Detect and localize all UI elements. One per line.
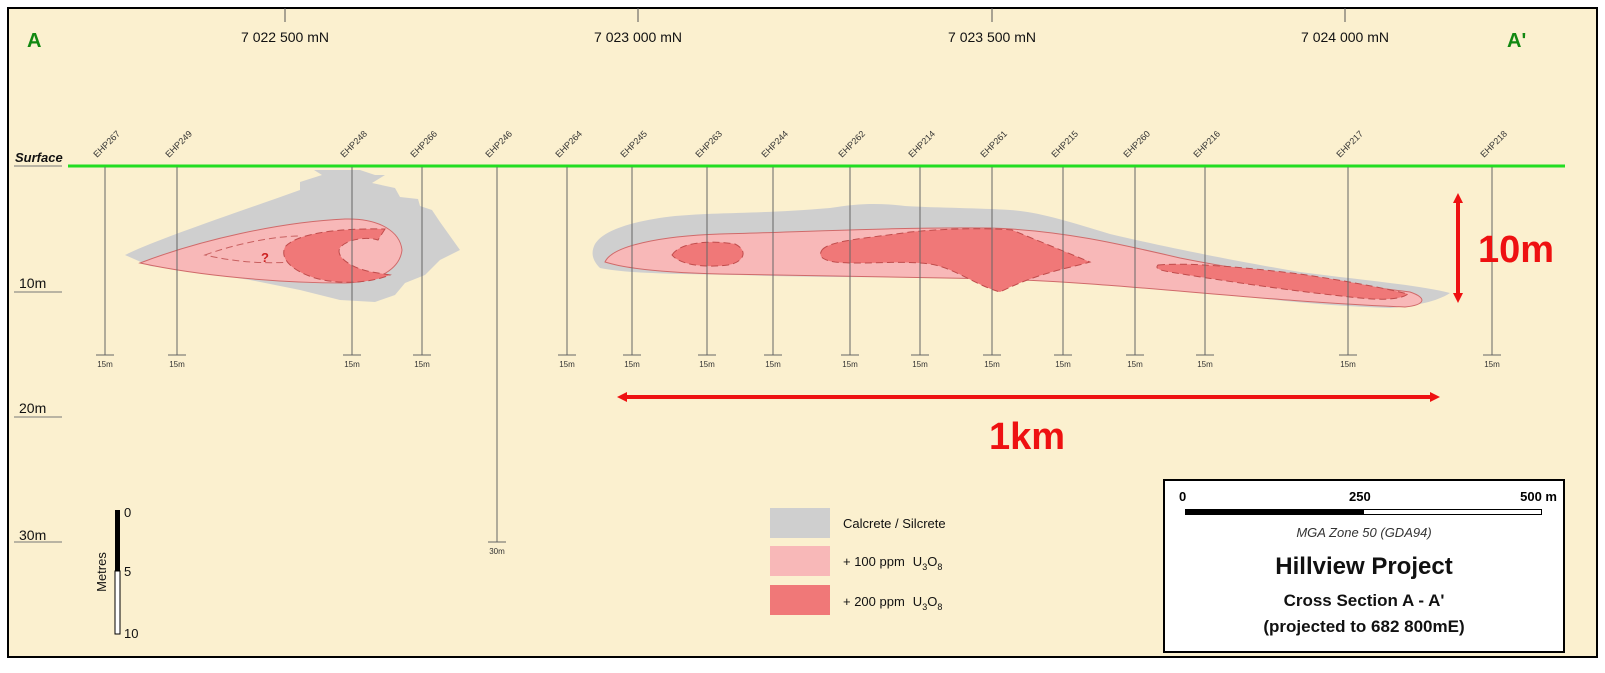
depth-labels: 10m 20m 30m xyxy=(19,275,46,543)
legend-swatch-calcrete xyxy=(770,508,830,538)
legend-label: Calcrete / Silcrete xyxy=(843,516,946,531)
drillhole-depth-label: 15m xyxy=(344,360,360,369)
drillhole-depth-label: 15m xyxy=(624,360,640,369)
west-lens: ? xyxy=(125,170,460,302)
drillhole-depth-label: 15m xyxy=(169,360,185,369)
formula-element: O xyxy=(927,554,937,569)
depth-label: 10m xyxy=(19,275,46,291)
depth-axis xyxy=(14,165,62,543)
projection-note: (projected to 682 800mE) xyxy=(1263,617,1465,636)
scale-label-zero: 0 xyxy=(1179,489,1187,504)
scale-label-mid: 250 xyxy=(1349,489,1371,504)
drillhole-depth-label: 15m xyxy=(97,360,113,369)
scale-bar-black-segment xyxy=(115,510,120,571)
uncertain-marker: ? xyxy=(261,250,269,265)
scale-bar-tick: 10 xyxy=(124,626,138,641)
depth-label: 30m xyxy=(19,527,46,543)
formula-element: O xyxy=(927,594,937,609)
drillhole-depth-label: 15m xyxy=(1340,360,1356,369)
legend-label: + 100 ppm U3O8 xyxy=(843,554,942,572)
drillhole-depth-label: 15m xyxy=(842,360,858,369)
ppm200-zone xyxy=(283,228,392,283)
ppm200-zone xyxy=(1156,263,1410,300)
east-lens xyxy=(592,203,1450,308)
drillhole-depth-label: 15m xyxy=(912,360,928,369)
horizontal-scale-annotation: 1km xyxy=(989,416,1065,458)
metres-scale-bar: 0 5 10 Metres xyxy=(94,505,138,641)
map-datum: MGA Zone 50 (GDA94) xyxy=(1296,525,1432,540)
northing-label: 7 023 000 mN xyxy=(594,29,682,45)
drillhole-depth-label: 15m xyxy=(984,360,1000,369)
formula-subscript: 3 xyxy=(922,602,927,612)
formula-subscript: 3 xyxy=(922,562,927,572)
formula-subscript: 8 xyxy=(937,562,942,572)
horizontal-scale-bar xyxy=(1185,509,1542,515)
surface-label: Surface xyxy=(15,150,63,165)
formula-subscript: 8 xyxy=(937,602,942,612)
drillhole-depth-label: 15m xyxy=(1197,360,1213,369)
drillhole-depth-label: 15m xyxy=(1484,360,1500,369)
section-end-label: A' xyxy=(1507,30,1526,52)
scale-label-end: 500 m xyxy=(1520,489,1557,504)
formula-element: U xyxy=(913,594,922,609)
drillhole-depth-label: 15m xyxy=(414,360,430,369)
legend-label: + 200 ppm U3O8 xyxy=(843,594,942,612)
scale-bar-title: Metres xyxy=(94,552,109,592)
northing-ticks xyxy=(284,8,1346,22)
scale-bar-white-segment xyxy=(114,570,121,635)
scale-bar-tick: 5 xyxy=(124,564,131,579)
drillhole-depth-label: 30m xyxy=(489,547,505,556)
section-title: Cross Section A - A' xyxy=(1283,591,1445,610)
scale-bar-tick: 0 xyxy=(124,505,131,520)
vertical-scale-annotation: 10m xyxy=(1478,229,1554,271)
northing-labels: 7 022 500 mN 7 023 000 mN 7 023 500 mN 7… xyxy=(241,29,1389,45)
northing-label: 7 024 000 mN xyxy=(1301,29,1389,45)
drillhole-depth-label: 15m xyxy=(559,360,575,369)
project-title: Hillview Project xyxy=(1275,553,1453,580)
formula-element: U xyxy=(913,554,922,569)
depth-label: 20m xyxy=(19,400,46,416)
northing-label: 7 022 500 mN xyxy=(241,29,329,45)
drillhole-depth-label: 15m xyxy=(765,360,781,369)
legend-swatch-ppm200 xyxy=(770,585,830,615)
legend: Calcrete / Silcrete + 100 ppm U3O8 + 200 … xyxy=(770,508,946,615)
northing-label: 7 023 500 mN xyxy=(948,29,1036,45)
legend-label-text: + 200 ppm xyxy=(843,594,905,609)
section-start-label: A xyxy=(27,30,41,52)
drillhole-depth-label: 15m xyxy=(699,360,715,369)
ppm200-zone xyxy=(820,228,1092,293)
legend-label-text: + 100 ppm xyxy=(843,554,905,569)
scale-bar-fill xyxy=(1186,510,1364,514)
legend-swatch-ppm100 xyxy=(770,546,830,576)
drillhole-depth-label: 15m xyxy=(1127,360,1143,369)
title-block: 0 250 500 m MGA Zone 50 (GDA94) Hillview… xyxy=(1163,479,1565,653)
drillhole-depth-label: 15m xyxy=(1055,360,1071,369)
